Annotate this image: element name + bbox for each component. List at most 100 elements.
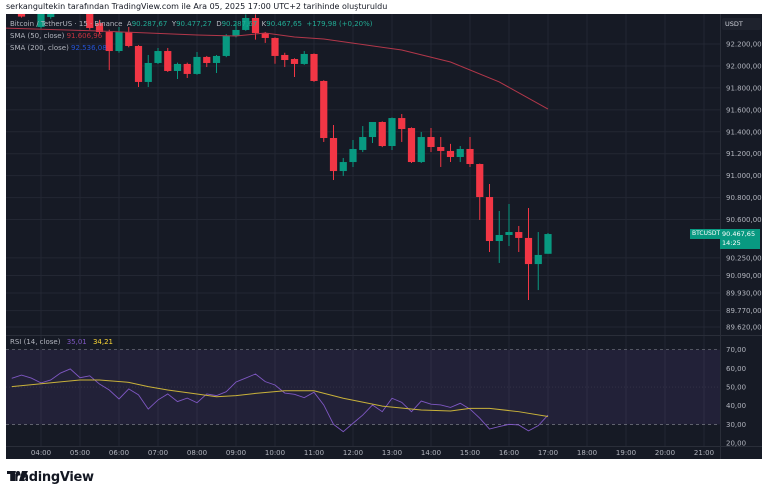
tradingview-logo-icon bbox=[7, 471, 28, 481]
sma50-line bbox=[6, 27, 549, 110]
candle-up bbox=[388, 118, 396, 147]
candle-up bbox=[339, 162, 347, 172]
candle-down bbox=[95, 23, 104, 33]
time-axis-label: 09:00 bbox=[226, 449, 246, 457]
candle-down bbox=[310, 53, 318, 81]
chart-container[interactable]: 04:00 05:00 06:00 07:00 08:00 09:00 10:00 11:00… bbox=[6, 14, 762, 459]
price-axis-label: 90.600,00 bbox=[726, 216, 762, 224]
footer: TradingView bbox=[7, 470, 94, 485]
candle-down bbox=[86, 14, 94, 28]
time-axis-label: 07:00 bbox=[148, 449, 168, 457]
time-axis-label: 16:00 bbox=[499, 449, 519, 457]
chart-caption: serkangultekin tarafından TradingView.co… bbox=[6, 2, 388, 11]
time-axis-label: 10:00 bbox=[265, 449, 285, 457]
rsi-line bbox=[11, 368, 549, 433]
price-axis-label: 91.600,00 bbox=[726, 106, 762, 114]
candle-down bbox=[329, 138, 338, 172]
candle-down bbox=[446, 150, 455, 157]
open-value: 90.287,67 bbox=[131, 20, 168, 28]
candle-up bbox=[222, 35, 230, 56]
candle-down bbox=[261, 33, 269, 38]
time-axis-label: 06:00 bbox=[109, 449, 129, 457]
rsi-axis-label: 50,00 bbox=[726, 384, 746, 392]
candle-down bbox=[105, 32, 113, 52]
price-axis-label: 91.000,00 bbox=[726, 172, 762, 180]
rsi-ma-value: 34,21 bbox=[92, 338, 114, 346]
rsi-legend[interactable]: RSI (14, close) 35,01 34,21 bbox=[10, 338, 113, 346]
sma50-label: SMA (50, close) bbox=[10, 32, 65, 40]
candle-down bbox=[125, 32, 133, 46]
change-value: +179,98 (+0,20%) bbox=[306, 20, 373, 28]
sma200-legend[interactable]: SMA (200, close) 92.536,08 bbox=[10, 42, 373, 54]
time-axis-label: 08:00 bbox=[187, 449, 207, 457]
price-axis-label: 92.000,00 bbox=[726, 62, 762, 70]
price-axis-label: 92.200,00 bbox=[726, 41, 762, 49]
last-price: 90.467,65 bbox=[722, 230, 756, 238]
candle-down bbox=[164, 51, 172, 71]
candle-up bbox=[368, 121, 377, 138]
low-label: D bbox=[216, 20, 222, 28]
open-label: A bbox=[126, 20, 132, 28]
candle-up bbox=[154, 51, 162, 63]
candle-down bbox=[290, 59, 299, 64]
candle-down bbox=[515, 232, 523, 238]
rsi-axis-label: 70,00 bbox=[726, 346, 746, 354]
price-axis-label: 89.620,00 bbox=[726, 324, 762, 332]
time-axis-label: 05:00 bbox=[70, 449, 90, 457]
rsi-series bbox=[11, 368, 549, 433]
rsi-band-fill bbox=[6, 349, 720, 425]
price-axis-label: 91.200,00 bbox=[726, 150, 762, 158]
ohlc-row: Bitcoin / TetherUS · 15 · Binance A90.28… bbox=[10, 18, 373, 30]
time-axis-label: 14:00 bbox=[421, 449, 441, 457]
price-axis-label: 90.090,00 bbox=[726, 272, 762, 280]
time-axis-label: 15:00 bbox=[460, 449, 480, 457]
candle-down bbox=[271, 37, 279, 56]
candle-up bbox=[37, 14, 45, 27]
candle-down bbox=[134, 45, 143, 82]
price-axis-label: 91.800,00 bbox=[726, 84, 762, 92]
candle-up bbox=[212, 55, 221, 63]
rsi-value: 35,01 bbox=[66, 338, 87, 346]
time-axis-label: 11:00 bbox=[304, 449, 324, 457]
candle-up bbox=[144, 62, 152, 82]
candle-down bbox=[437, 147, 445, 151]
price-axis-label: 89.930,00 bbox=[726, 290, 762, 298]
high-label: Y bbox=[171, 20, 177, 28]
candle-up bbox=[193, 56, 201, 74]
time-axis-label: 19:00 bbox=[616, 449, 636, 457]
candle-down bbox=[17, 14, 26, 17]
candle-down bbox=[466, 148, 474, 165]
price-axis-label: 91.400,00 bbox=[726, 128, 762, 136]
time-axis-label: 12:00 bbox=[343, 449, 363, 457]
candle-up bbox=[232, 29, 240, 36]
sma50-legend[interactable]: SMA (50, close) 91.606,96 bbox=[10, 30, 373, 42]
time-axis-label: 13:00 bbox=[382, 449, 402, 457]
time-axis-label: 04:00 bbox=[31, 449, 51, 457]
rsi-axis-label: 40,00 bbox=[726, 402, 746, 410]
candle-up bbox=[349, 148, 357, 163]
sma50-series bbox=[6, 27, 549, 110]
candle-down bbox=[398, 118, 406, 130]
price-axis-label: 90.250,00 bbox=[726, 254, 762, 262]
candle-down bbox=[183, 63, 191, 74]
candle-up bbox=[456, 148, 464, 157]
candlestick-series bbox=[17, 14, 552, 301]
currency-button[interactable]: USDT bbox=[722, 18, 761, 30]
sma200-value: 92.536,08 bbox=[71, 44, 107, 52]
candle-up bbox=[242, 18, 250, 30]
candle-up bbox=[417, 137, 425, 163]
candle-up bbox=[173, 63, 182, 71]
chart-canvas[interactable]: 04:00 05:00 06:00 07:00 08:00 09:00 10:00 11:00… bbox=[6, 14, 762, 459]
rsi-band bbox=[6, 349, 720, 425]
low-value: 90.287,67 bbox=[221, 20, 258, 28]
candle-up bbox=[300, 53, 308, 64]
candle-up bbox=[544, 234, 552, 254]
time-axis-label: 21:00 bbox=[694, 449, 714, 457]
symbol-name[interactable]: Bitcoin / TetherUS · 15 · Binance bbox=[10, 20, 123, 28]
candle-down bbox=[281, 54, 289, 61]
tradingview-brand[interactable]: TradingView bbox=[7, 470, 94, 485]
close-value: 90.467,65 bbox=[266, 20, 302, 28]
candle-down bbox=[203, 56, 211, 63]
high-value: 90.477,27 bbox=[176, 20, 212, 28]
symbol-price-tag: BTCUSDT bbox=[690, 229, 723, 239]
